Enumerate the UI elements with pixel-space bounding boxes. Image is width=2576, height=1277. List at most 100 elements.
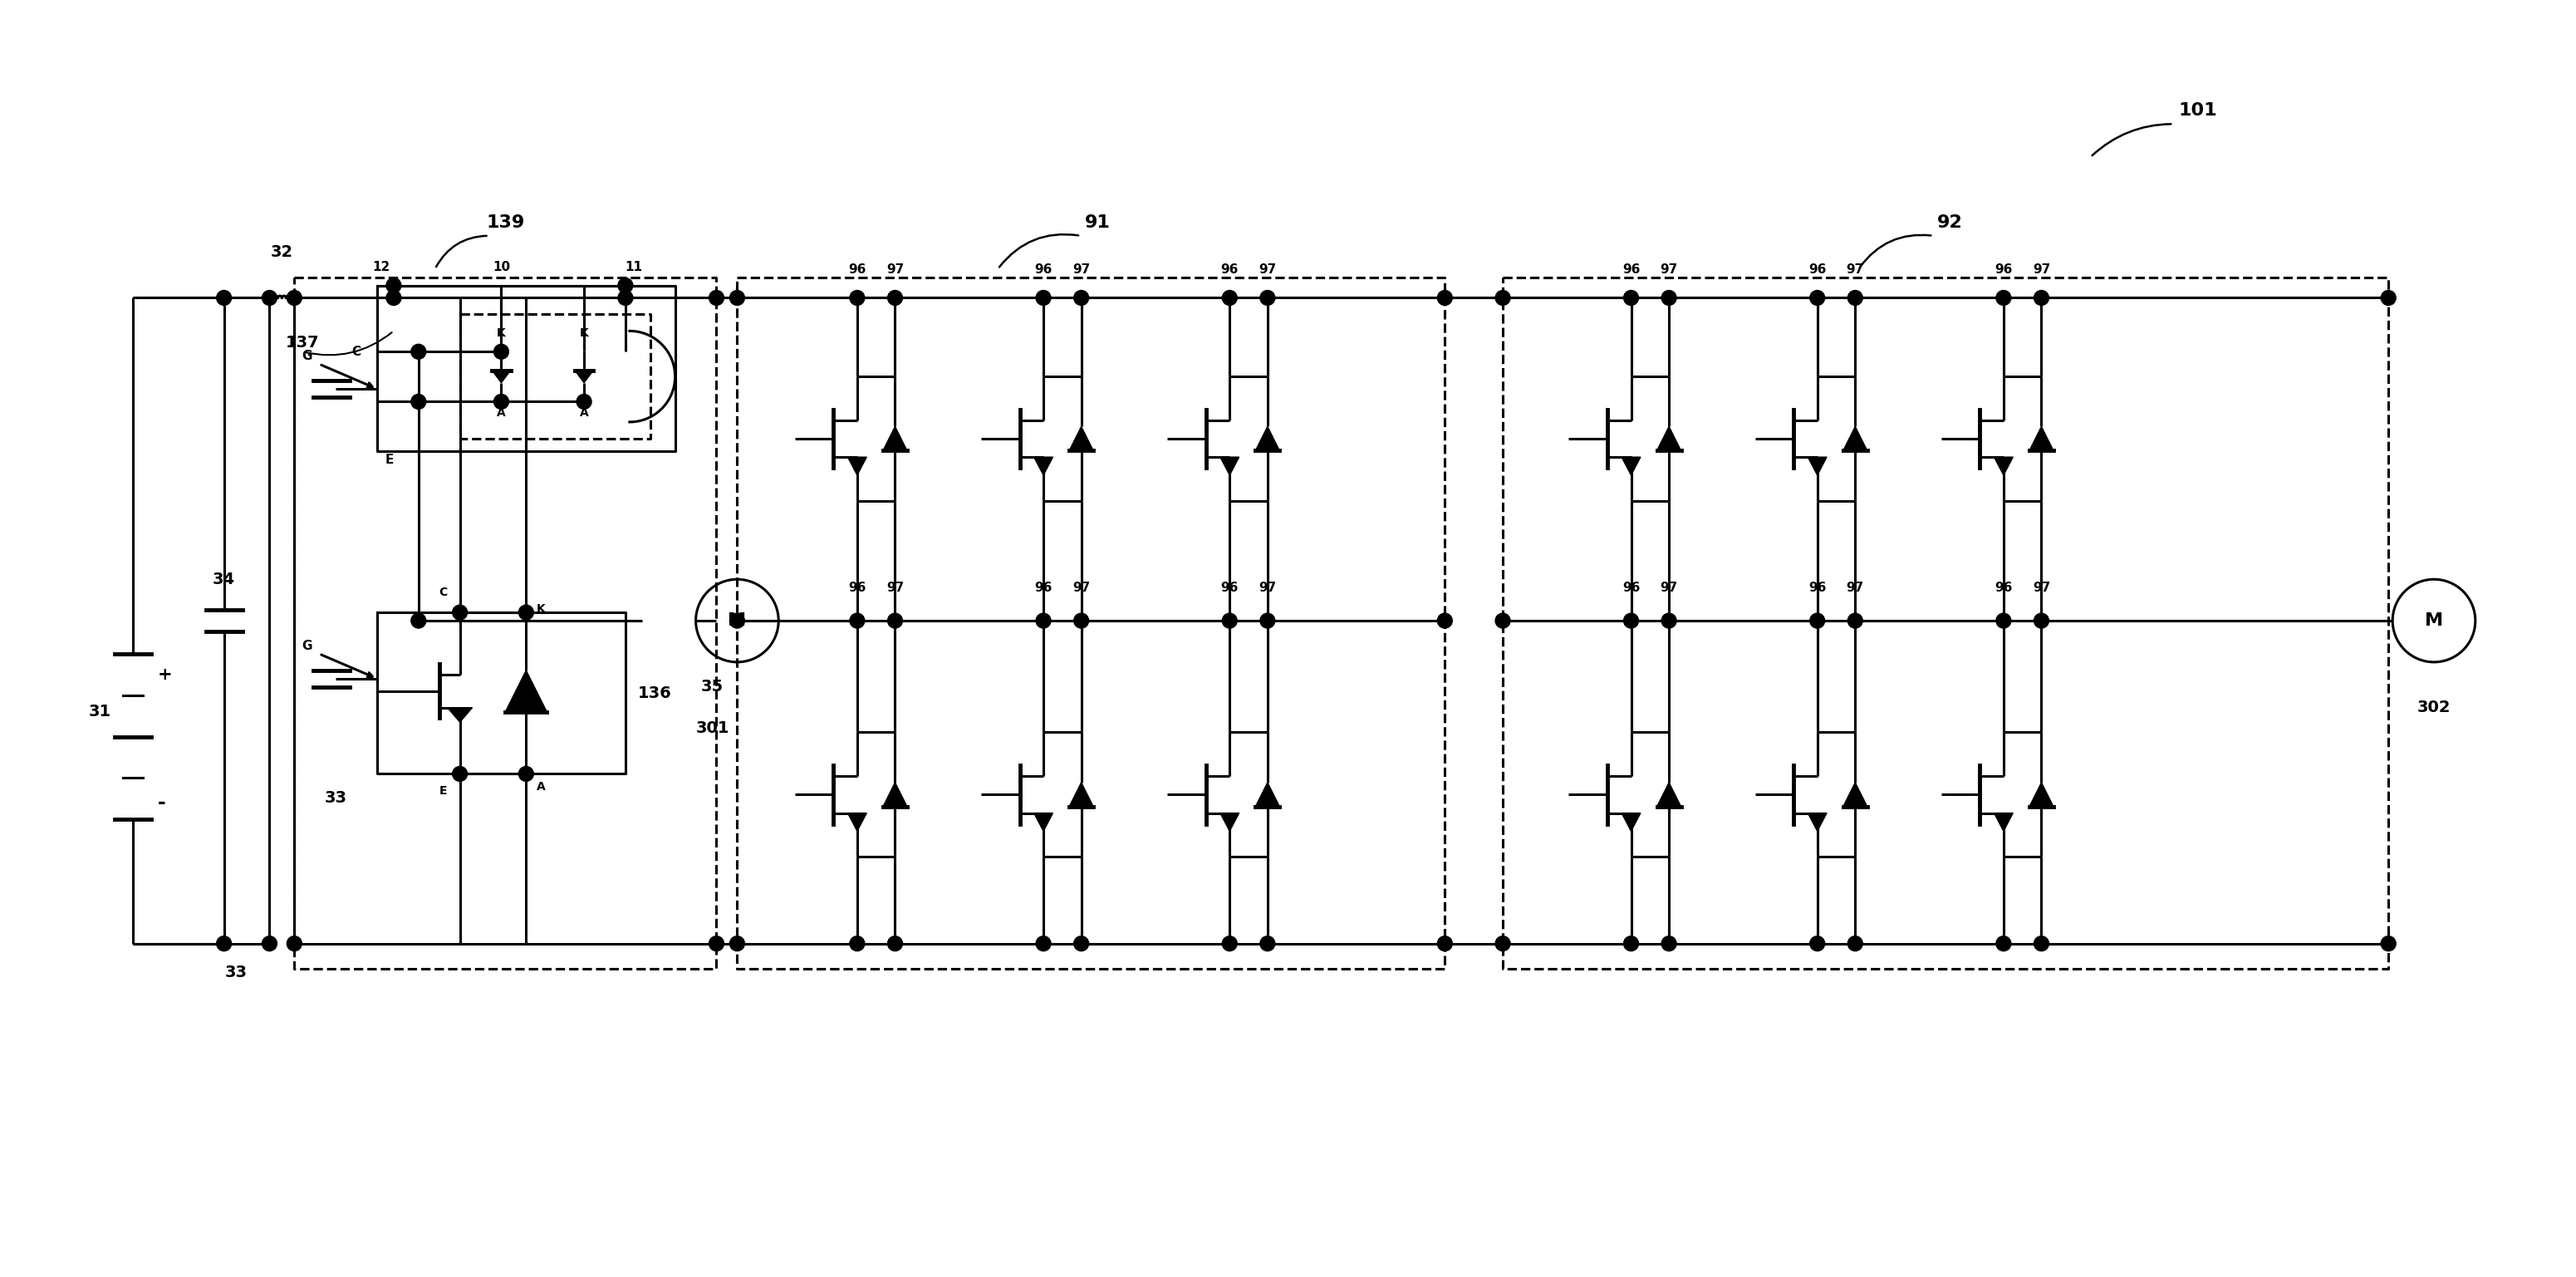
Text: 97: 97 (886, 263, 904, 276)
Circle shape (1996, 936, 2012, 951)
Text: 97: 97 (1260, 263, 1275, 276)
Text: M: M (729, 613, 747, 630)
Text: A: A (497, 407, 505, 419)
Text: 11: 11 (626, 261, 641, 273)
Polygon shape (448, 707, 471, 722)
Text: G: G (301, 350, 312, 363)
Polygon shape (1255, 783, 1280, 807)
Text: K: K (536, 603, 546, 616)
Text: K: K (580, 327, 587, 338)
Circle shape (1260, 290, 1275, 305)
Text: G: G (301, 640, 312, 653)
Circle shape (1437, 290, 1453, 305)
Polygon shape (1255, 427, 1280, 451)
Circle shape (729, 290, 744, 305)
Text: 97: 97 (1260, 582, 1275, 594)
Text: C: C (438, 586, 448, 599)
Circle shape (1662, 936, 1677, 951)
Circle shape (1036, 936, 1051, 951)
Circle shape (286, 936, 301, 951)
Circle shape (1036, 290, 1051, 305)
Text: 96: 96 (848, 582, 866, 594)
Circle shape (386, 278, 402, 292)
Text: 101: 101 (2179, 102, 2218, 119)
Polygon shape (1221, 813, 1239, 831)
Text: 97: 97 (2032, 263, 2050, 276)
Circle shape (1811, 936, 1824, 951)
Text: 34: 34 (214, 571, 234, 587)
Circle shape (708, 936, 724, 951)
Circle shape (518, 605, 533, 619)
Circle shape (495, 395, 507, 409)
Circle shape (1260, 613, 1275, 628)
Text: 97: 97 (1072, 263, 1090, 276)
Polygon shape (1033, 457, 1054, 475)
Text: 97: 97 (1659, 582, 1677, 594)
Polygon shape (2030, 427, 2053, 451)
Circle shape (412, 395, 425, 409)
Circle shape (1996, 290, 2012, 305)
Polygon shape (1656, 427, 1682, 451)
Text: 33: 33 (224, 964, 247, 981)
Text: 97: 97 (1847, 263, 1865, 276)
Text: 10: 10 (492, 261, 510, 273)
Text: 96: 96 (1994, 582, 2012, 594)
Text: 301: 301 (696, 720, 729, 736)
Polygon shape (1656, 783, 1682, 807)
Polygon shape (848, 457, 866, 475)
Circle shape (889, 613, 902, 628)
Text: 96: 96 (1036, 582, 1051, 594)
Circle shape (729, 936, 744, 951)
Circle shape (729, 613, 744, 628)
Circle shape (1811, 290, 1824, 305)
Circle shape (1494, 936, 1510, 951)
Circle shape (889, 290, 902, 305)
Circle shape (708, 290, 724, 305)
Polygon shape (1808, 457, 1826, 475)
Circle shape (1074, 290, 1090, 305)
Circle shape (412, 345, 425, 359)
Text: 96: 96 (1221, 263, 1239, 276)
Polygon shape (492, 370, 510, 383)
Text: 96: 96 (1036, 263, 1051, 276)
Circle shape (1623, 290, 1638, 305)
Circle shape (216, 290, 232, 305)
Circle shape (618, 290, 634, 305)
Text: +: + (157, 667, 173, 683)
Polygon shape (1808, 813, 1826, 831)
Text: 96: 96 (1221, 582, 1239, 594)
Text: -: - (157, 793, 165, 812)
Polygon shape (1844, 427, 1868, 451)
Polygon shape (1994, 457, 2012, 475)
Polygon shape (848, 813, 866, 831)
Circle shape (2380, 936, 2396, 951)
Circle shape (1811, 613, 1824, 628)
Circle shape (1074, 936, 1090, 951)
Text: 97: 97 (1659, 263, 1677, 276)
Polygon shape (1033, 813, 1054, 831)
Text: 96: 96 (1623, 582, 1641, 594)
Text: E: E (386, 453, 394, 466)
Circle shape (1036, 613, 1051, 628)
Text: 97: 97 (886, 582, 904, 594)
Text: 31: 31 (88, 704, 111, 720)
Circle shape (1221, 290, 1236, 305)
Polygon shape (884, 783, 907, 807)
Polygon shape (574, 370, 592, 383)
Circle shape (889, 936, 902, 951)
Polygon shape (1221, 457, 1239, 475)
Polygon shape (1069, 783, 1092, 807)
Text: 96: 96 (1994, 263, 2012, 276)
Circle shape (1437, 613, 1453, 628)
Polygon shape (505, 670, 546, 711)
Circle shape (1996, 613, 2012, 628)
Circle shape (286, 290, 301, 305)
Polygon shape (1844, 783, 1868, 807)
Text: A: A (536, 782, 546, 793)
Circle shape (216, 936, 232, 951)
Circle shape (618, 278, 634, 292)
Circle shape (1847, 290, 1862, 305)
Text: 92: 92 (1937, 215, 1963, 231)
Text: 96: 96 (1623, 263, 1641, 276)
Circle shape (1847, 613, 1862, 628)
